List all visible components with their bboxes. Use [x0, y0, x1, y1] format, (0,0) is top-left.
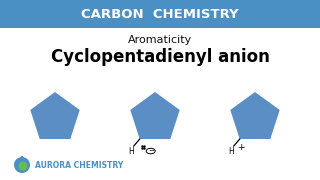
- Text: Aromaticity: Aromaticity: [128, 35, 192, 45]
- Polygon shape: [130, 92, 180, 139]
- FancyBboxPatch shape: [0, 0, 320, 28]
- Text: −: −: [148, 148, 154, 154]
- Ellipse shape: [146, 148, 155, 154]
- Circle shape: [19, 161, 28, 170]
- Text: Cyclopentadienyl anion: Cyclopentadienyl anion: [51, 48, 269, 66]
- Text: H: H: [228, 147, 234, 156]
- Text: +: +: [237, 143, 244, 152]
- Text: AURORA CHEMISTRY: AURORA CHEMISTRY: [35, 161, 123, 170]
- Circle shape: [14, 157, 30, 173]
- Polygon shape: [230, 92, 280, 139]
- Text: H: H: [128, 147, 133, 156]
- Text: CARBON  CHEMISTRY: CARBON CHEMISTRY: [81, 8, 239, 21]
- Polygon shape: [30, 92, 80, 139]
